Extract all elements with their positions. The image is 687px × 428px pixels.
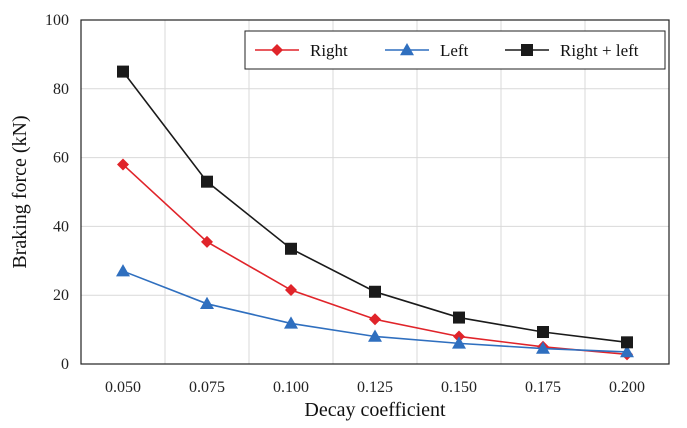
y-tick-label: 80 [53,81,69,98]
series-line [122,71,628,344]
y-tick-label: 0 [61,356,69,373]
legend-entry: Right + left [505,41,639,60]
y-tick-label: 100 [45,12,69,29]
x-tick-label: 0.100 [273,379,309,396]
legend-entry: Right [255,41,348,60]
data-point [285,284,297,297]
data-point [368,329,382,342]
data-point [452,336,466,349]
legend-swatch-marker [521,44,533,56]
series-line [122,163,628,356]
legend-label: Right [310,41,348,60]
legend-label: Left [440,41,469,60]
x-tick-label: 0.150 [441,379,477,396]
data-point [620,344,634,358]
y-axis-label: Braking force (kN) [9,115,31,268]
x-axis-label: Decay coefficient [304,399,446,421]
legend-box [244,30,666,70]
data-point [369,313,381,326]
x-tick-label: 0.125 [357,379,393,396]
data-point [537,326,549,339]
data-point [536,341,550,354]
data-point [117,65,129,78]
series-right-left [117,65,633,349]
x-tick-label: 0.050 [105,379,141,396]
data-point [369,285,381,298]
legend-label: Right + left [560,41,639,60]
data-point [621,336,633,349]
data-point [201,175,213,188]
data-point [453,311,465,324]
legend-swatch-marker [271,44,283,56]
x-tick-label: 0.075 [189,379,225,396]
data-point [200,296,214,310]
plot-area-frame [80,19,670,365]
x-tick-label: 0.200 [609,379,645,396]
data-point [116,264,130,277]
data-point [117,158,129,171]
legend: Right Left Right + left [244,30,666,70]
y-tick-label: 20 [53,287,69,304]
axis-ticks: 0 20 40 60 80 100 0.050 0.075 0.100 0.125 0.150 0.1… [45,12,645,396]
grid-lines [81,20,669,364]
data-point [285,242,297,255]
legend-swatch-marker [400,43,414,56]
y-tick-label: 60 [53,150,69,167]
data-point [284,316,298,329]
legend-entry: Left [385,41,469,60]
series-left [116,264,634,358]
data-point [201,235,213,248]
x-tick-label: 0.175 [525,379,561,396]
series-group [116,65,634,361]
y-tick-label: 40 [53,218,69,235]
